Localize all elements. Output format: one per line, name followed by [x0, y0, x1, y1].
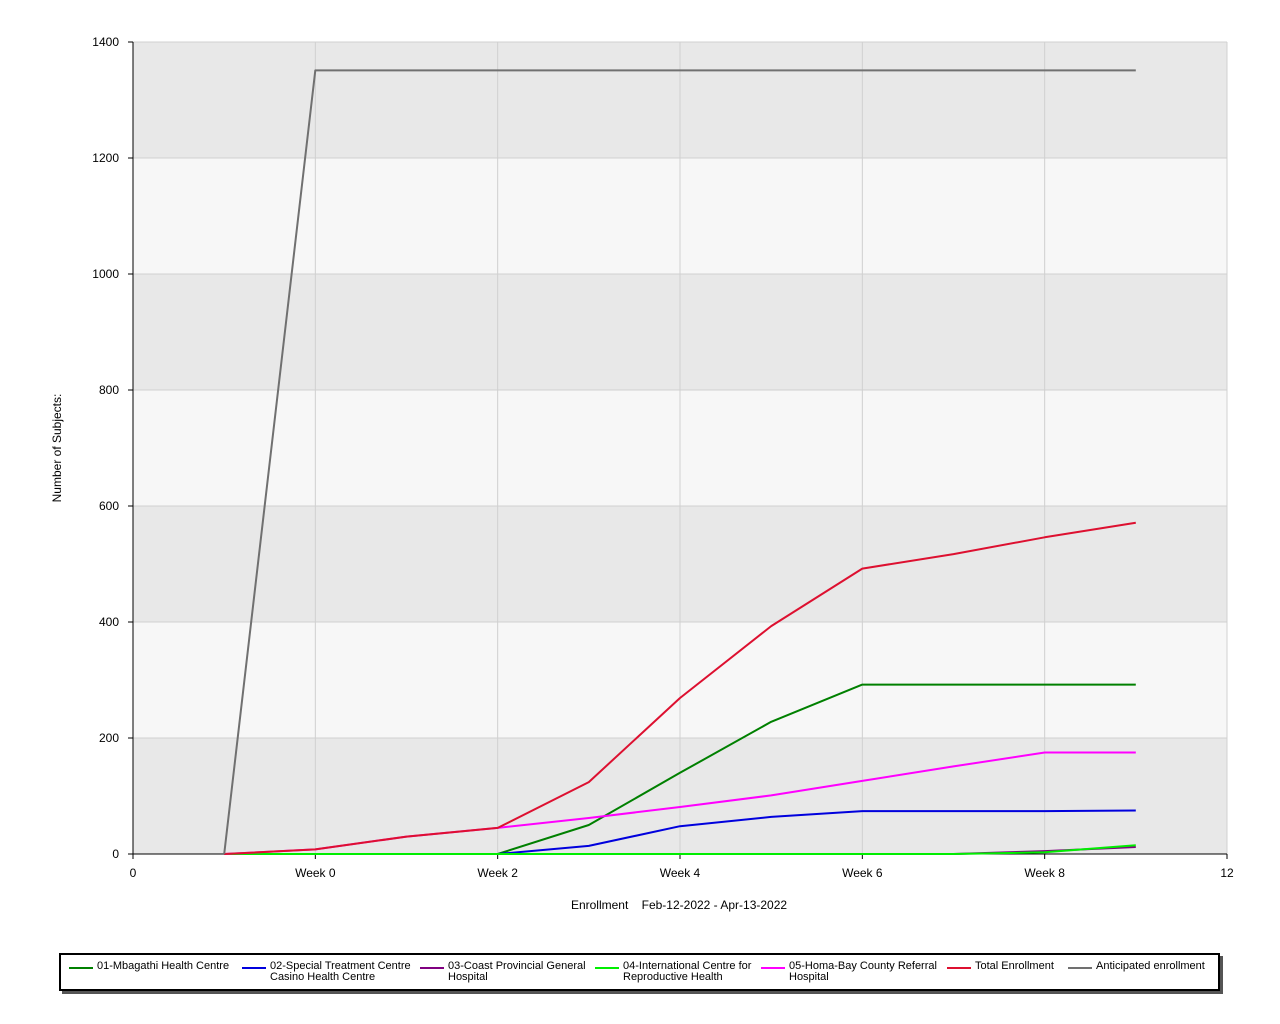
- y-axis-title: Number of Subjects:: [50, 394, 64, 503]
- y-tick-label: 400: [99, 615, 119, 629]
- legend-item: Total Enrollment: [947, 961, 1054, 972]
- y-tick-label: 1000: [92, 267, 119, 281]
- chart-legend: 01-Mbagathi Health Centre 02-Special Trea…: [59, 953, 1220, 991]
- y-tick-label: 1200: [92, 151, 119, 165]
- legend-swatch: [761, 967, 785, 969]
- x-axis-title: Enrollment Feb-12-2022 - Apr-13-2022: [571, 898, 787, 912]
- x-tick-label: 12: [1220, 866, 1234, 880]
- legend-label: 05-Homa-Bay County Referral Hospital: [789, 960, 937, 983]
- series-lines: [223, 69, 1136, 855]
- x-tick-label: Week 6: [842, 866, 883, 880]
- legend-label: Anticipated enrollment: [1096, 960, 1205, 972]
- series-line-4: [224, 844, 1136, 855]
- legend-label: Total Enrollment: [975, 960, 1054, 972]
- legend-swatch: [1068, 967, 1092, 969]
- legend-item: 04-International Centre for Reproductive…: [595, 961, 751, 983]
- legend-swatch: [420, 967, 444, 969]
- y-tick-label: 800: [99, 383, 119, 397]
- legend-swatch: [242, 967, 266, 969]
- x-tick-label: Week 0: [295, 866, 336, 880]
- x-tick-label: Week 8: [1024, 866, 1065, 880]
- legend-item: 02-Special Treatment Centre Casino Healt…: [242, 961, 411, 983]
- x-tick-label: Week 4: [660, 866, 701, 880]
- legend-item: Anticipated enrollment: [1068, 961, 1205, 972]
- y-tick-label: 600: [99, 499, 119, 513]
- legend-label: 03-Coast Provincial General Hospital: [448, 960, 586, 983]
- y-tick-label: 1400: [92, 35, 119, 49]
- legend-label: 01-Mbagathi Health Centre: [97, 960, 230, 972]
- x-tick-label: Week 2: [477, 866, 518, 880]
- legend-item: 03-Coast Provincial General Hospital: [420, 961, 586, 983]
- y-tick-label: 0: [112, 847, 119, 861]
- x-tick-label: 0: [130, 866, 137, 880]
- legend-swatch: [595, 967, 619, 969]
- series-line-6: [224, 521, 1136, 855]
- legend-label: 02-Special Treatment Centre Casino Healt…: [270, 960, 411, 983]
- legend-swatch: [947, 967, 971, 969]
- series-line-7: [223, 69, 1136, 855]
- tick-labels: 0 200 400 600 800 1000 1200 1400 0 Week 0 Week 2 We…: [92, 35, 1234, 880]
- y-tick-label: 200: [99, 731, 119, 745]
- legend-item: 05-Homa-Bay County Referral Hospital: [761, 961, 937, 983]
- legend-label: 04-International Centre for Reproductive…: [623, 960, 752, 983]
- legend-swatch: [69, 967, 93, 969]
- legend-item: 01-Mbagathi Health Centre: [69, 961, 229, 972]
